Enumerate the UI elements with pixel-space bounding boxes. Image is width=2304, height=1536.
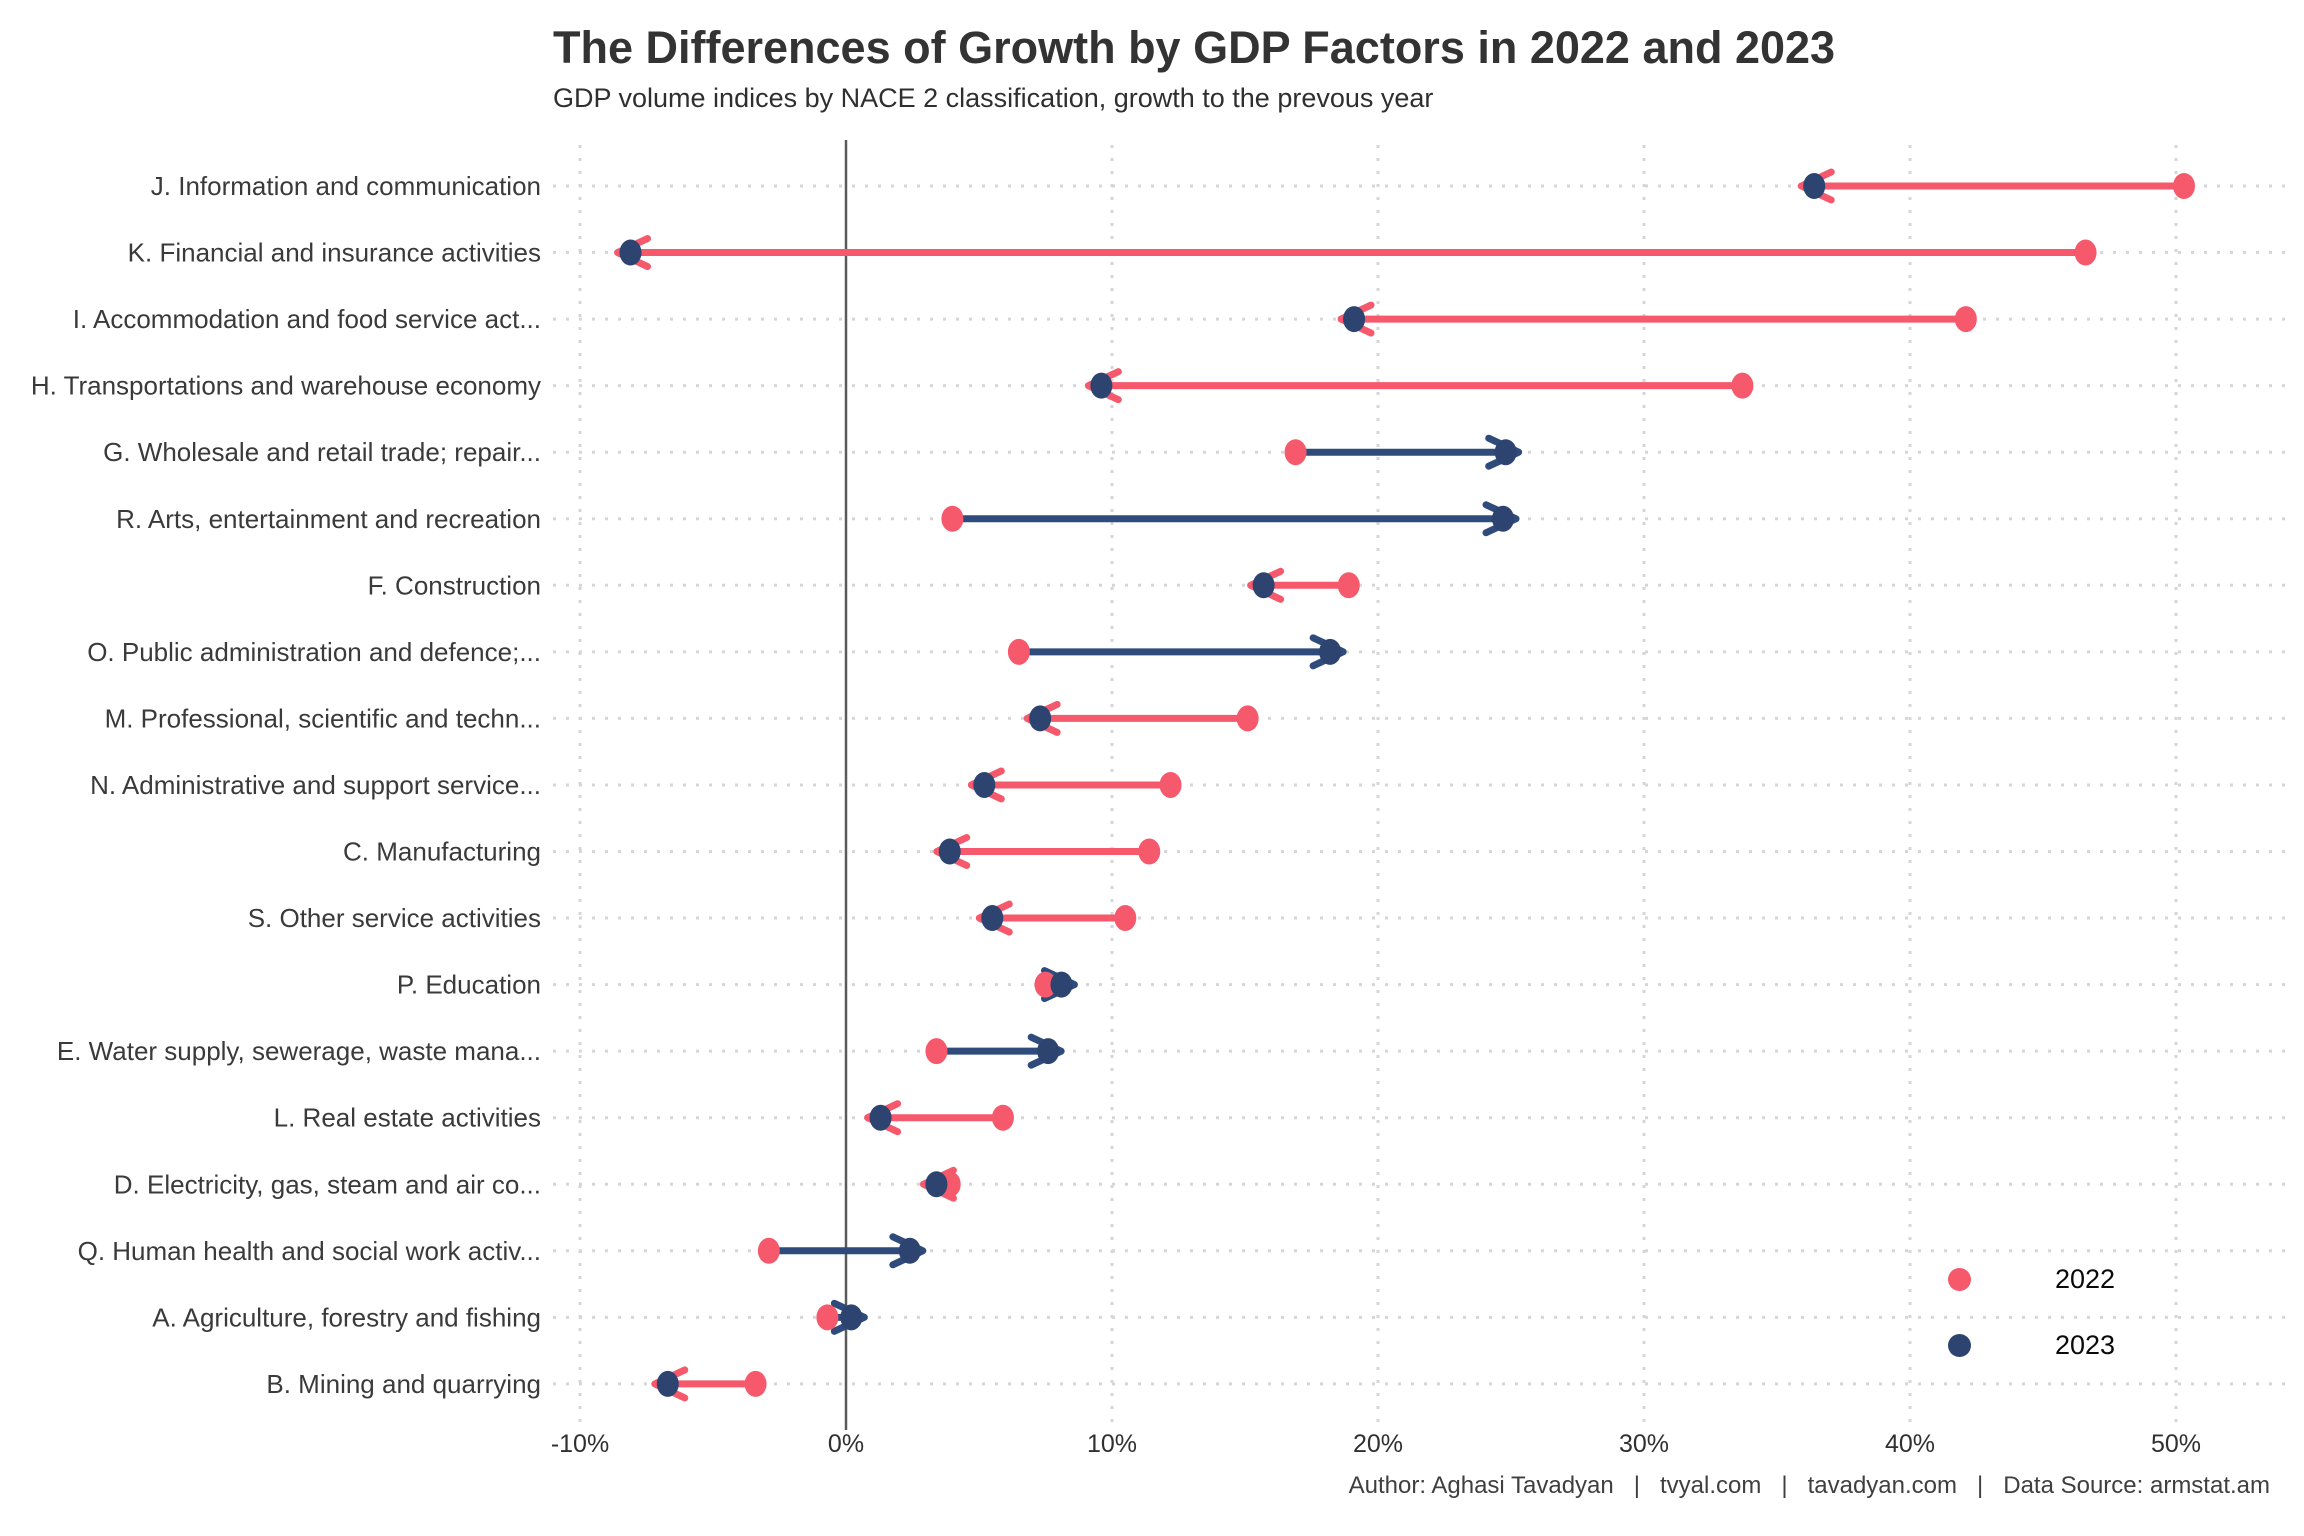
dot-2023 [1029,705,1052,732]
y-axis-label: F. Construction [368,570,541,600]
dot-2023 [938,838,961,865]
y-axis-label: D. Electricity, gas, steam and air co... [114,1169,541,1199]
chart-subtitle: GDP volume indices by NACE 2 classificat… [553,82,1434,113]
dot-2022 [1034,971,1057,998]
legend-label-2023: 2023 [2055,1329,2116,1360]
dot-2023 [1252,572,1275,599]
dot-2023 [1803,173,1826,199]
x-tick-label: 10% [1087,1430,1137,1458]
y-axis-label: J. Information and communication [151,171,541,201]
legend-item-2023: 2023 [1948,1312,2115,1378]
x-tick-label: 50% [2151,1430,2201,1458]
y-axis-label: N. Administrative and support service... [90,770,541,800]
x-tick-label: 40% [1885,1430,1935,1458]
y-axis-label: G. Wholesale and retail trade; repair... [103,437,541,467]
dot-2022 [1236,705,1259,732]
y-axis-label: I. Accommodation and food service act... [73,304,541,334]
dot-2022 [816,1304,839,1331]
dot-2023 [973,771,996,798]
dot-2022 [1284,439,1307,466]
y-axis-label: R. Arts, entertainment and recreation [116,504,541,534]
dot-2023 [619,239,642,266]
dot-2023 [656,1370,679,1397]
dot-2023 [1319,638,1342,665]
legend-item-2022: 2022 [1948,1246,2115,1312]
x-tick-label: 0% [828,1430,864,1458]
dot-2022 [991,1104,1014,1131]
dot-2022 [925,1038,948,1065]
y-axis-label: A. Agriculture, forestry and fishing [152,1302,541,1332]
dot-2022 [1114,905,1137,932]
dot-2023 [925,1171,948,1198]
dot-2023 [1090,372,1113,399]
dot-2023 [1494,439,1517,466]
dot-2022 [2074,239,2097,266]
dot-2022 [1007,638,1030,665]
legend: 2022 2023 [1948,1246,2115,1378]
chart-title: The Differences of Growth by GDP Factors… [553,22,1836,73]
chart-header: The Differences of Growth by GDP Factors… [553,22,1835,114]
dot-2022 [2172,173,2195,199]
y-axis-label: S. Other service activities [248,903,541,933]
dot-2022 [757,1237,780,1264]
dot-2023 [1492,505,1515,532]
footer-credit: Author: Aghasi Tavadyan | tvyal.com | ta… [1348,1472,2270,1499]
dot-2023 [840,1304,863,1331]
y-axis-label: O. Public administration and defence;... [87,637,541,667]
x-tick-label: -10% [551,1430,609,1458]
dot-2022 [1337,572,1360,599]
dot-2022 [1159,771,1182,798]
x-tick-label: 20% [1353,1430,1403,1458]
dot-2022 [1954,306,1977,333]
dot-2023 [1343,306,1366,333]
dot-2023 [869,1104,892,1131]
y-axis-label: C. Manufacturing [343,837,541,867]
x-tick-label: 30% [1619,1430,1669,1458]
y-axis-label: M. Professional, scientific and techn... [105,703,541,733]
legend-dot-2022 [1948,1267,1971,1291]
dot-2023 [1050,971,1073,998]
dot-2022 [941,505,964,532]
legend-dot-2023 [1948,1333,1971,1357]
dot-2023 [1037,1038,1060,1065]
y-axis-label: B. Mining and quarrying [266,1369,541,1399]
y-axis-label: Q. Human health and social work activ... [78,1236,541,1266]
y-axis-label: P. Education [397,970,541,1000]
dot-2022 [1138,838,1161,865]
y-axis-label: K. Financial and insurance activities [128,238,541,268]
y-axis-label: L. Real estate activities [274,1103,541,1133]
dot-2023 [898,1237,921,1264]
dot-2022 [1731,372,1754,399]
dot-2022 [744,1370,767,1397]
y-axis-label: E. Water supply, sewerage, waste mana... [57,1036,541,1066]
dot-2023 [981,905,1004,932]
legend-label-2022: 2022 [2055,1263,2116,1294]
y-axis-label: H. Transportations and warehouse economy [31,371,541,401]
